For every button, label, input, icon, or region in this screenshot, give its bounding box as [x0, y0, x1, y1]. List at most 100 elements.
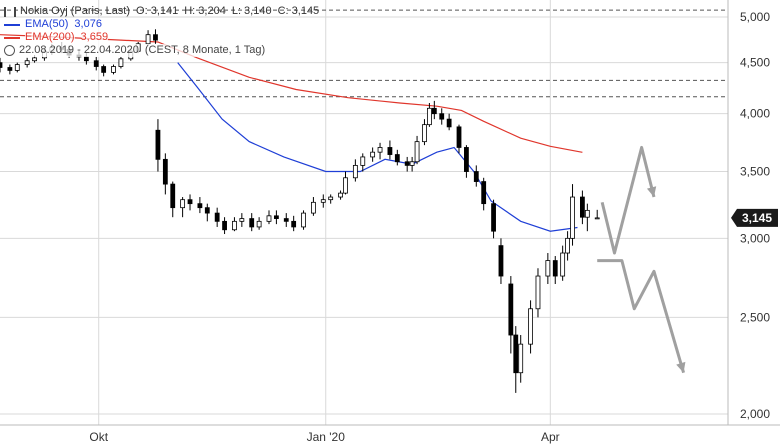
legend-close: C: 3,145: [277, 5, 320, 17]
candle-body: [320, 199, 326, 203]
candle-body: [214, 212, 220, 222]
candle-body: [513, 334, 519, 374]
candle-body: [528, 308, 533, 345]
legend-title: Nokia Oyj (Paris, Last): [20, 5, 131, 17]
candle-body: [273, 215, 279, 219]
candle-body: [580, 196, 585, 218]
candle-body: [232, 220, 237, 231]
candle-body: [153, 34, 158, 41]
ema50-line: [177, 62, 578, 232]
candle-body: [83, 56, 89, 62]
candle-body: [0, 62, 3, 68]
x-tick-label: Okt: [89, 430, 108, 444]
candle-body: [93, 60, 99, 67]
candle-body: [328, 196, 334, 201]
candle-body: [180, 199, 186, 209]
candle-body: [162, 158, 168, 185]
annotation-arrowhead-1: [646, 186, 657, 198]
candle-body: [570, 196, 575, 239]
candle-body: [266, 215, 272, 222]
candle-body: [426, 107, 432, 126]
candle-body: [283, 218, 289, 222]
candle-body: [32, 57, 37, 62]
candle-body: [24, 60, 30, 65]
y-tick-label: 4,000: [740, 107, 770, 121]
ema200-swatch: [4, 36, 20, 39]
legend-ema200-row: EMA(200) 3,659: [4, 31, 319, 44]
candle-body: [422, 124, 427, 143]
candle-body: [394, 154, 400, 163]
candle-body: [387, 147, 393, 155]
ema200-line: [0, 34, 583, 153]
candle-body: [431, 107, 437, 115]
y-tick-label: 4,500: [740, 56, 770, 70]
candle-body: [291, 220, 297, 228]
candle-body: [145, 34, 151, 45]
y-tick-label: 2,000: [740, 407, 770, 421]
last-price-badge: [731, 208, 778, 227]
y-tick-label: 5,000: [740, 10, 770, 24]
legend-title-row: Nokia Oyj (Paris, Last) O: 3,141 H: 3,20…: [4, 5, 319, 18]
candle-body: [552, 260, 558, 277]
candle-body: [409, 161, 415, 166]
x-tick-label: Apr: [541, 430, 560, 444]
candle-body: [370, 151, 376, 158]
legend-range-row: 22.08.2019 - 22.04.2020 (CEST, 8 Monate,…: [4, 44, 319, 57]
candle-body: [343, 177, 348, 194]
candle-body: [584, 209, 590, 218]
ema200-label: EMA(200): [25, 31, 75, 44]
ema50-swatch: [4, 23, 20, 26]
ema50-value: 3,076: [74, 18, 102, 31]
candle-body: [222, 220, 227, 231]
legend-low: L: 3,140: [231, 5, 272, 17]
period-info: (CEST, 8 Monate, 1 Tag): [144, 44, 266, 57]
candle-body: [481, 181, 487, 205]
candle-body: [414, 141, 420, 163]
candle-body: [360, 156, 366, 166]
candle-body: [155, 129, 161, 160]
candle-body: [404, 161, 410, 166]
legend-open: O: 3,141: [136, 5, 179, 17]
x-tick-label: Jan '20: [307, 430, 346, 444]
ema200-value: 3,659: [80, 31, 109, 44]
chart-legend: Nokia Oyj (Paris, Last) O: 3,141 H: 3,20…: [4, 5, 319, 57]
annotation-arrow-1: [600, 145, 656, 255]
candle-body: [464, 147, 469, 172]
candle-body: [311, 201, 316, 214]
candle-body: [545, 260, 551, 277]
y-tick-label: 3,500: [740, 165, 770, 179]
date-range: 22.08.2019 - 22.04.2020: [19, 44, 139, 57]
candle-body: [7, 67, 13, 71]
y-tick-label: 2,500: [740, 310, 770, 324]
clock-icon: [4, 45, 15, 56]
candle-body: [518, 343, 524, 374]
candle-body: [456, 126, 462, 148]
candle-body: [498, 245, 504, 277]
candle-body: [239, 218, 245, 222]
legend-high: H: 3,204: [184, 5, 226, 17]
candle-body: [14, 64, 20, 71]
candle-body: [197, 203, 203, 209]
y-tick-label: 3,000: [740, 231, 770, 245]
candle-body: [101, 66, 107, 73]
bar-chart-icon: [4, 6, 16, 17]
candle-body: [594, 217, 600, 220]
candle-body: [111, 66, 116, 73]
ema50-label: EMA(50): [25, 18, 69, 31]
candle-body: [170, 183, 176, 209]
candle-body: [301, 212, 306, 228]
candle-body: [473, 171, 479, 182]
legend-ema50-row: EMA(50) 3,076: [4, 18, 319, 31]
candle-body: [565, 237, 570, 254]
candle-body: [377, 147, 383, 153]
candle-body: [256, 220, 262, 228]
annotation-arrow-2: [597, 259, 686, 374]
candle-body: [439, 113, 445, 120]
candle-body: [535, 275, 541, 310]
candle-body: [491, 203, 496, 232]
candle-body: [338, 192, 343, 198]
candle-body: [249, 218, 255, 228]
annotation-arrowhead-2: [676, 361, 686, 373]
candle-body: [118, 58, 124, 67]
